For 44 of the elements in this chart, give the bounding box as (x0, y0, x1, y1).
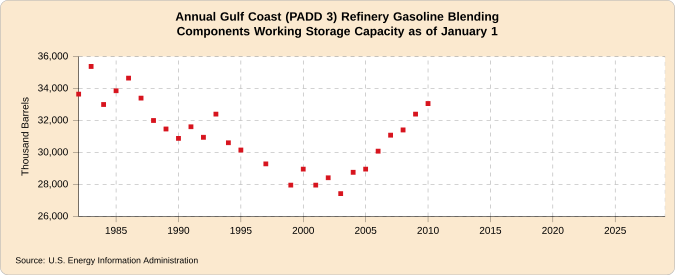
x-tick-label: 2020 (542, 226, 564, 234)
x-tick-label: 2005 (355, 226, 376, 234)
x-tick-label: 1990 (168, 226, 190, 234)
x-tick-label: 2015 (480, 226, 502, 234)
y-tick-label: 30,000 (38, 148, 68, 157)
y-axis-title: Thousand Barrels (21, 97, 29, 176)
point (188, 124, 194, 130)
point (164, 126, 168, 132)
x-tick-label: 1995 (230, 226, 252, 234)
x-tick-label: 2000 (292, 226, 314, 234)
y-tick-label: 26,000 (38, 212, 68, 221)
x-tick-label: 2010 (417, 226, 439, 234)
point (88, 64, 94, 69)
x-tick-label: 1985 (106, 226, 127, 234)
point (126, 76, 131, 80)
point (151, 118, 156, 123)
point (388, 132, 394, 138)
x-tick-label: 2025 (604, 226, 626, 234)
point (426, 101, 430, 106)
point (138, 96, 144, 100)
point (114, 88, 118, 94)
point (350, 170, 356, 175)
point (338, 191, 344, 196)
y-tick-label: 34,000 (38, 84, 68, 93)
y-tick-label: 28,000 (38, 180, 68, 189)
point (263, 161, 268, 166)
point (238, 148, 244, 152)
point (226, 140, 231, 146)
point (101, 102, 106, 107)
point (300, 166, 306, 172)
point (76, 92, 82, 96)
point (400, 127, 406, 132)
point (201, 134, 206, 140)
point (376, 148, 381, 154)
point (288, 182, 294, 188)
chart-title: Annual Gulf Coast (PADD 3) Refinery Gasoline Blending Components Working Storage Capacity as of January 1 (176, 12, 498, 38)
y-tick-label: 32,000 (38, 116, 68, 125)
point (176, 136, 181, 141)
source-note: Source: U.S. Energy Information Administration (16, 256, 198, 266)
point (363, 166, 368, 172)
y-tick-label: 36,000 (38, 52, 68, 61)
point (413, 112, 418, 116)
point (214, 112, 218, 116)
point (313, 182, 318, 188)
